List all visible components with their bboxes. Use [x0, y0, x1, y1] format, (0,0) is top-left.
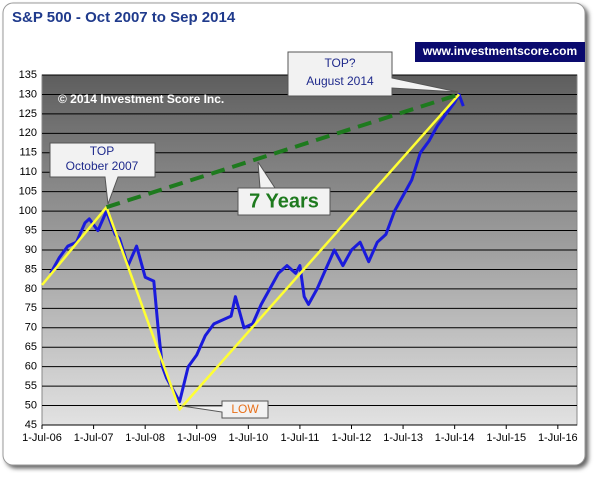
- callout-low: [181, 400, 269, 419]
- copyright: © 2014 Investment Score Inc.: [58, 92, 224, 106]
- y-tick-label: 80: [25, 283, 37, 295]
- y-tick-label: 90: [25, 244, 37, 256]
- x-tick-label: 1-Jul-14: [435, 432, 475, 444]
- y-tick-label: 95: [25, 224, 37, 236]
- y-tick-label: 110: [19, 166, 37, 178]
- y-tick-label: 45: [25, 419, 37, 431]
- x-tick-label: 1-Jul-10: [228, 432, 268, 444]
- annotation: LOW: [231, 402, 259, 416]
- x-tick-label: 1-Jul-07: [74, 432, 114, 444]
- x-tick-label: 1-Jul-09: [177, 432, 217, 444]
- y-tick-label: 75: [25, 302, 37, 314]
- x-tick-label: 1-Jul-06: [22, 432, 62, 444]
- trend-line: [105, 92, 460, 210]
- y-tick-label: 135: [19, 69, 37, 81]
- annotation: 7 Years: [249, 190, 319, 212]
- url-box: [415, 42, 585, 62]
- y-tick-label: 85: [25, 263, 37, 275]
- x-tick-label: 1-Jul-12: [332, 432, 372, 444]
- x-tick-label: 1-Jul-11: [280, 432, 319, 444]
- x-tick-label: 1-Jul-08: [125, 432, 165, 444]
- annotation: August 2014: [306, 74, 374, 88]
- y-tick-label: 100: [19, 205, 37, 217]
- y-tick-label: 105: [19, 186, 37, 198]
- sp500-line: [49, 92, 465, 404]
- y-tick-label: 50: [25, 399, 37, 411]
- y-tick-label: 125: [19, 108, 37, 120]
- x-tick-label: 1-Jul-15: [486, 432, 526, 444]
- y-tick-label: 60: [25, 361, 37, 373]
- trend-line: [41, 93, 460, 411]
- y-tick-label: 130: [19, 88, 37, 100]
- y-tick-label: 65: [25, 341, 37, 353]
- annotation: TOP: [90, 144, 114, 158]
- y-tick-label: 55: [25, 380, 37, 392]
- annotation: October 2007: [66, 159, 139, 173]
- x-tick-label: 1-Jul-16: [538, 432, 578, 444]
- annotation: TOP?: [324, 56, 355, 70]
- callout-span: [237, 161, 331, 216]
- callout-top-2014: [287, 51, 459, 97]
- chart-title: S&P 500 - Oct 2007 to Sep 2014: [12, 9, 236, 26]
- y-tick-label: 70: [25, 322, 37, 334]
- url: www.investmentscore.com: [422, 44, 577, 58]
- y-tick-label: 120: [19, 127, 37, 139]
- x-tick-label: 1-Jul-13: [383, 432, 423, 444]
- y-tick-label: 115: [19, 147, 37, 159]
- callout-top-2007: [49, 142, 156, 205]
